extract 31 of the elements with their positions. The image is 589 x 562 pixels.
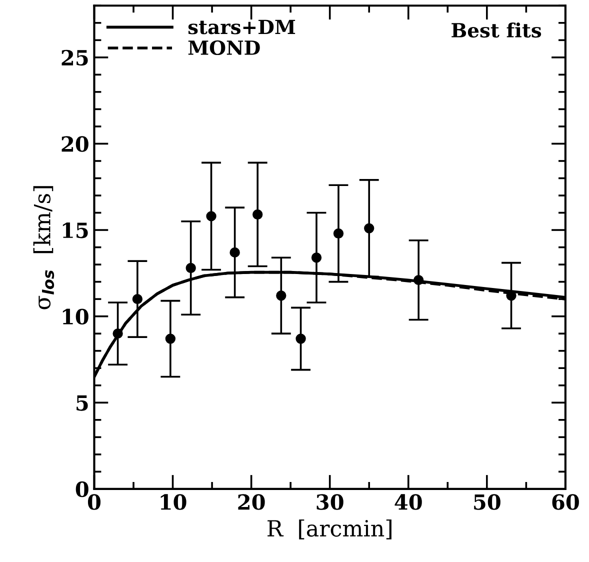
point (413, 274, 424, 286)
point (333, 228, 344, 239)
point (311, 252, 322, 263)
annotation: Best fits (452, 22, 542, 38)
legend-label: MOND (188, 40, 260, 56)
point (296, 334, 306, 344)
point (132, 294, 143, 304)
y-tick-label: 15 (62, 222, 88, 238)
x-tick-label: 50 (474, 494, 500, 510)
y-axis-title: σ$_{los}$ [km/s] (33, 186, 54, 310)
x-axis-title: R [arcmin] (268, 520, 392, 540)
point (206, 211, 216, 222)
legend-label: stars+DM (188, 20, 296, 34)
x-tick-label: 40 (394, 494, 422, 510)
point (276, 290, 286, 301)
x-tick-label: 30 (316, 494, 344, 510)
point (112, 328, 123, 339)
point (252, 209, 263, 220)
x-tick-label: 10 (160, 494, 186, 510)
y-tick-label: 25 (62, 50, 88, 66)
y-tick-label: 20 (62, 136, 88, 152)
x-tick-label: 0 (88, 494, 101, 510)
x-tick-label: 20 (238, 494, 265, 510)
point (364, 223, 374, 234)
y-tick-label: 10 (62, 308, 88, 325)
point (186, 262, 196, 274)
point (165, 334, 176, 344)
y-tick-label: 5 (76, 395, 88, 411)
x-tick-label: 60 (552, 494, 579, 510)
y-tick-label: 0 (76, 481, 88, 498)
point (230, 247, 240, 258)
